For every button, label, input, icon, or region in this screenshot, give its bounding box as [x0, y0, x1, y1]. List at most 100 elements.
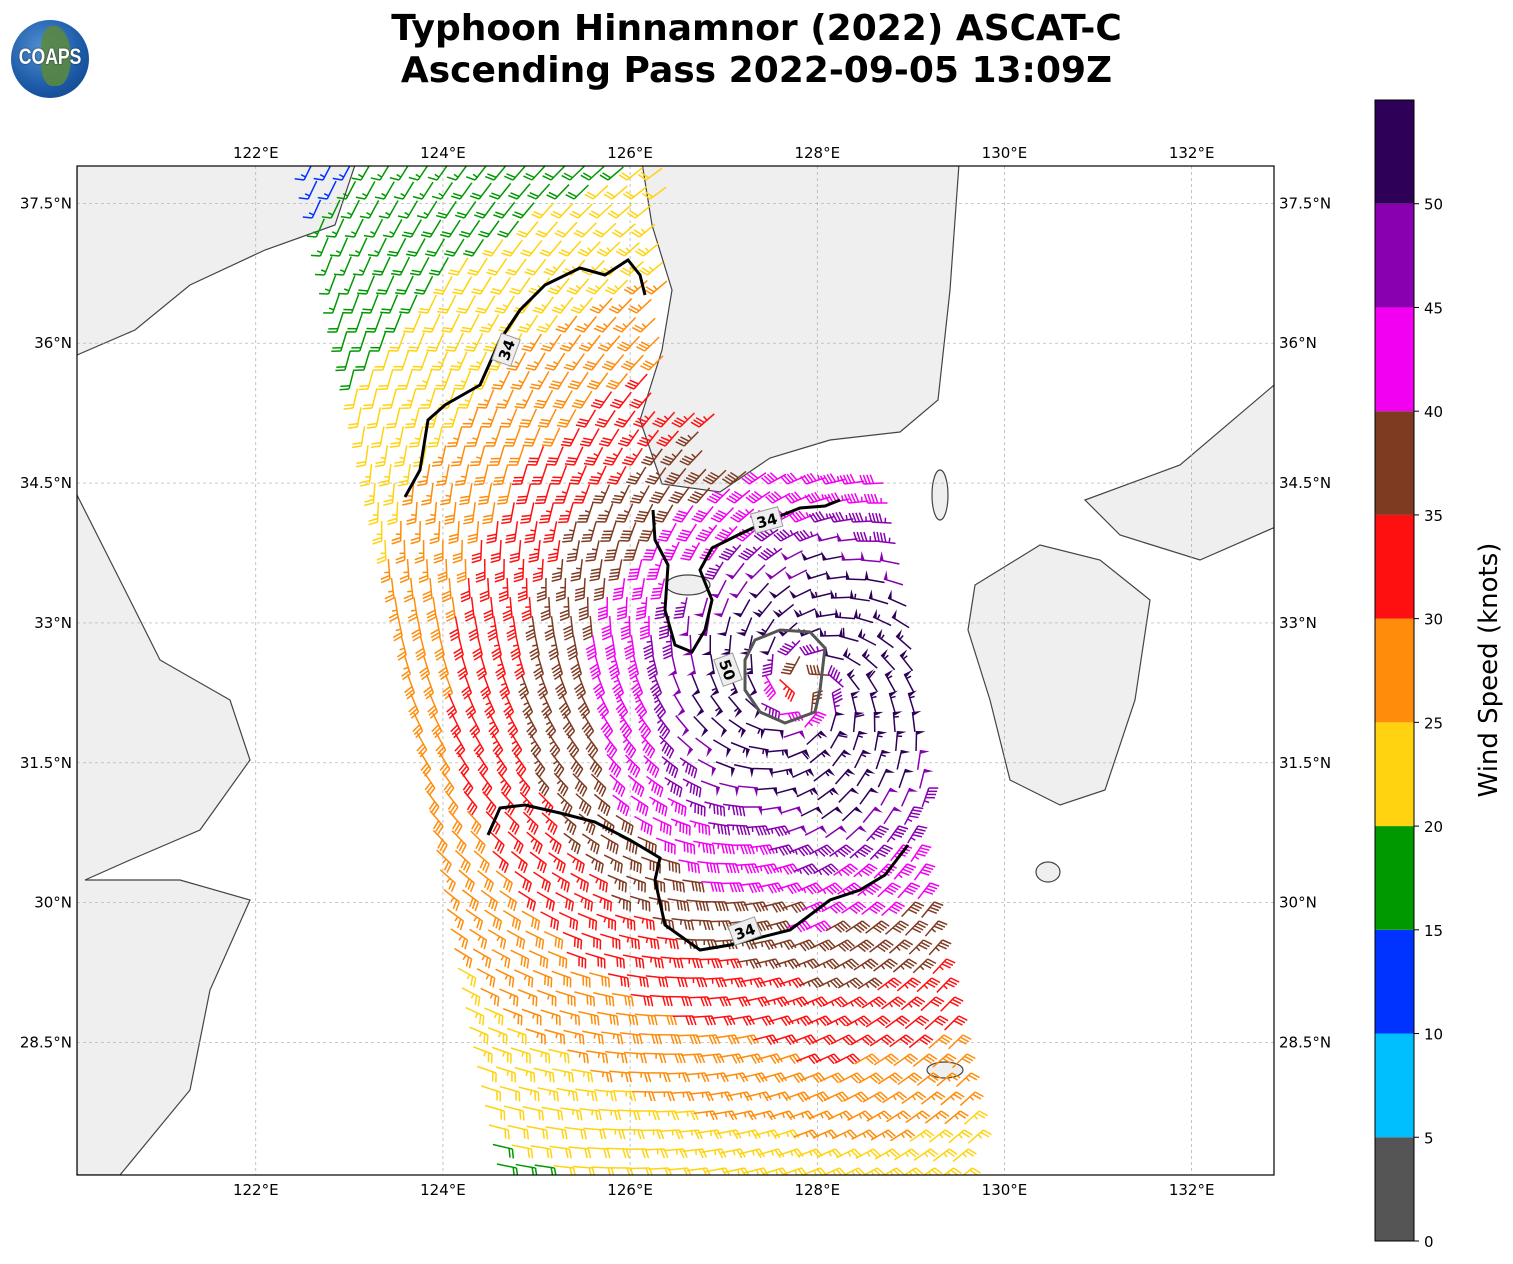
wind-barb: [818, 977, 844, 989]
wind-barb: [920, 996, 945, 1012]
wind-barb: [524, 521, 538, 544]
wind-barb: [821, 901, 847, 914]
wind-barb: [920, 1091, 946, 1105]
wind-barb: [626, 466, 647, 485]
wind-barb: [522, 693, 534, 719]
wind-barb: [727, 696, 743, 718]
wind-barb: [411, 351, 429, 371]
wind-barb: [497, 220, 520, 238]
wind-barb: [446, 908, 465, 931]
wind-barb: [494, 558, 505, 583]
wind-barb: [643, 635, 654, 660]
wind-barb: [689, 1091, 714, 1102]
wind-barb: [881, 901, 905, 917]
wind-barb: [736, 958, 762, 969]
wind-barb: [726, 824, 751, 836]
wind-barb: [558, 240, 582, 257]
wind-barb: [846, 1015, 872, 1027]
lon-tick-label: 128°E: [794, 1181, 840, 1199]
wind-barb: [836, 532, 858, 542]
wind-barb: [478, 483, 493, 505]
wind-barb: [461, 889, 480, 912]
wind-barb: [851, 1129, 877, 1140]
lat-tick-label: 31.5°N: [1279, 754, 1331, 772]
wind-barb: [526, 446, 545, 466]
wind-barb: [577, 693, 591, 720]
wind-barb: [819, 1072, 846, 1084]
wind-barb: [433, 539, 444, 564]
colorbar-segment: [1375, 203, 1414, 308]
wind-barb: [472, 948, 492, 969]
wind-barb: [655, 837, 676, 855]
wind-barb: [450, 928, 469, 950]
wind-barb: [475, 295, 496, 314]
wind-barb: [434, 635, 445, 661]
wind-barb: [533, 871, 551, 893]
wind-barb: [719, 782, 739, 797]
wind-barb: [788, 510, 815, 523]
wind-barb: [756, 787, 778, 797]
lat-tick-label: 30°N: [34, 894, 72, 912]
wind-barb: [780, 550, 803, 561]
wind-barb: [597, 1011, 619, 1026]
wind-barb: [329, 237, 349, 257]
wind-barb: [617, 429, 640, 447]
wind-barb: [568, 465, 587, 485]
wind-barb: [621, 1128, 645, 1140]
wind-barb: [673, 597, 688, 619]
wind-barb: [579, 1108, 602, 1121]
wind-barb: [594, 1089, 617, 1102]
wind-barb: [388, 597, 399, 623]
honshu-land: [1083, 384, 1274, 561]
wind-barb: [476, 1065, 497, 1083]
wind-barb: [578, 596, 589, 621]
wind-barb: [450, 712, 462, 739]
wind-barb: [550, 202, 574, 219]
wind-barb: [604, 279, 629, 295]
wind-barb: [663, 1148, 688, 1159]
wind-barb: [639, 615, 650, 640]
wind-barb: [448, 520, 460, 545]
wind-barb: [372, 520, 383, 545]
wind-barb: [735, 617, 753, 637]
wind-barb: [549, 1145, 572, 1159]
wind-barb: [780, 472, 807, 485]
wind-barb: [948, 1129, 973, 1144]
wind-barb: [615, 503, 634, 523]
wind-barb: [869, 939, 894, 953]
wind-barb: [574, 991, 596, 1007]
wind-barb: [700, 780, 721, 797]
wind-barb: [414, 539, 425, 564]
wind-barb: [505, 258, 527, 276]
wind-barb: [585, 540, 600, 562]
wind-barb: [441, 771, 455, 797]
wind-barb: [830, 1034, 857, 1046]
wind-barb: [936, 977, 960, 993]
wind-barb: [626, 875, 646, 893]
wind-barb: [689, 820, 711, 836]
wind-barb: [662, 635, 673, 660]
wind-barb: [558, 502, 574, 524]
tsushima-island: [931, 469, 949, 521]
wind-barb: [415, 369, 433, 390]
wind-barb: [671, 412, 695, 428]
wind-barb: [589, 297, 613, 314]
wind-barb: [716, 616, 731, 637]
wind-barb: [604, 635, 616, 661]
wind-barb: [504, 166, 527, 181]
wind-barb: [548, 635, 559, 661]
wind-barb: [626, 204, 652, 219]
wind-barb: [847, 1110, 873, 1121]
wind-barb: [606, 466, 627, 485]
wind-barb: [743, 1167, 769, 1175]
wind-barb: [836, 1148, 862, 1159]
wind-barb: [569, 753, 584, 778]
wind-barb: [416, 200, 438, 219]
wind-barb: [581, 713, 595, 739]
wind-barb: [757, 1053, 783, 1065]
wind-barb: [529, 371, 550, 390]
wind-barb: [603, 185, 628, 200]
wind-barb: [380, 294, 399, 314]
wind-barb: [463, 791, 478, 816]
wind-barb: [480, 1085, 502, 1102]
